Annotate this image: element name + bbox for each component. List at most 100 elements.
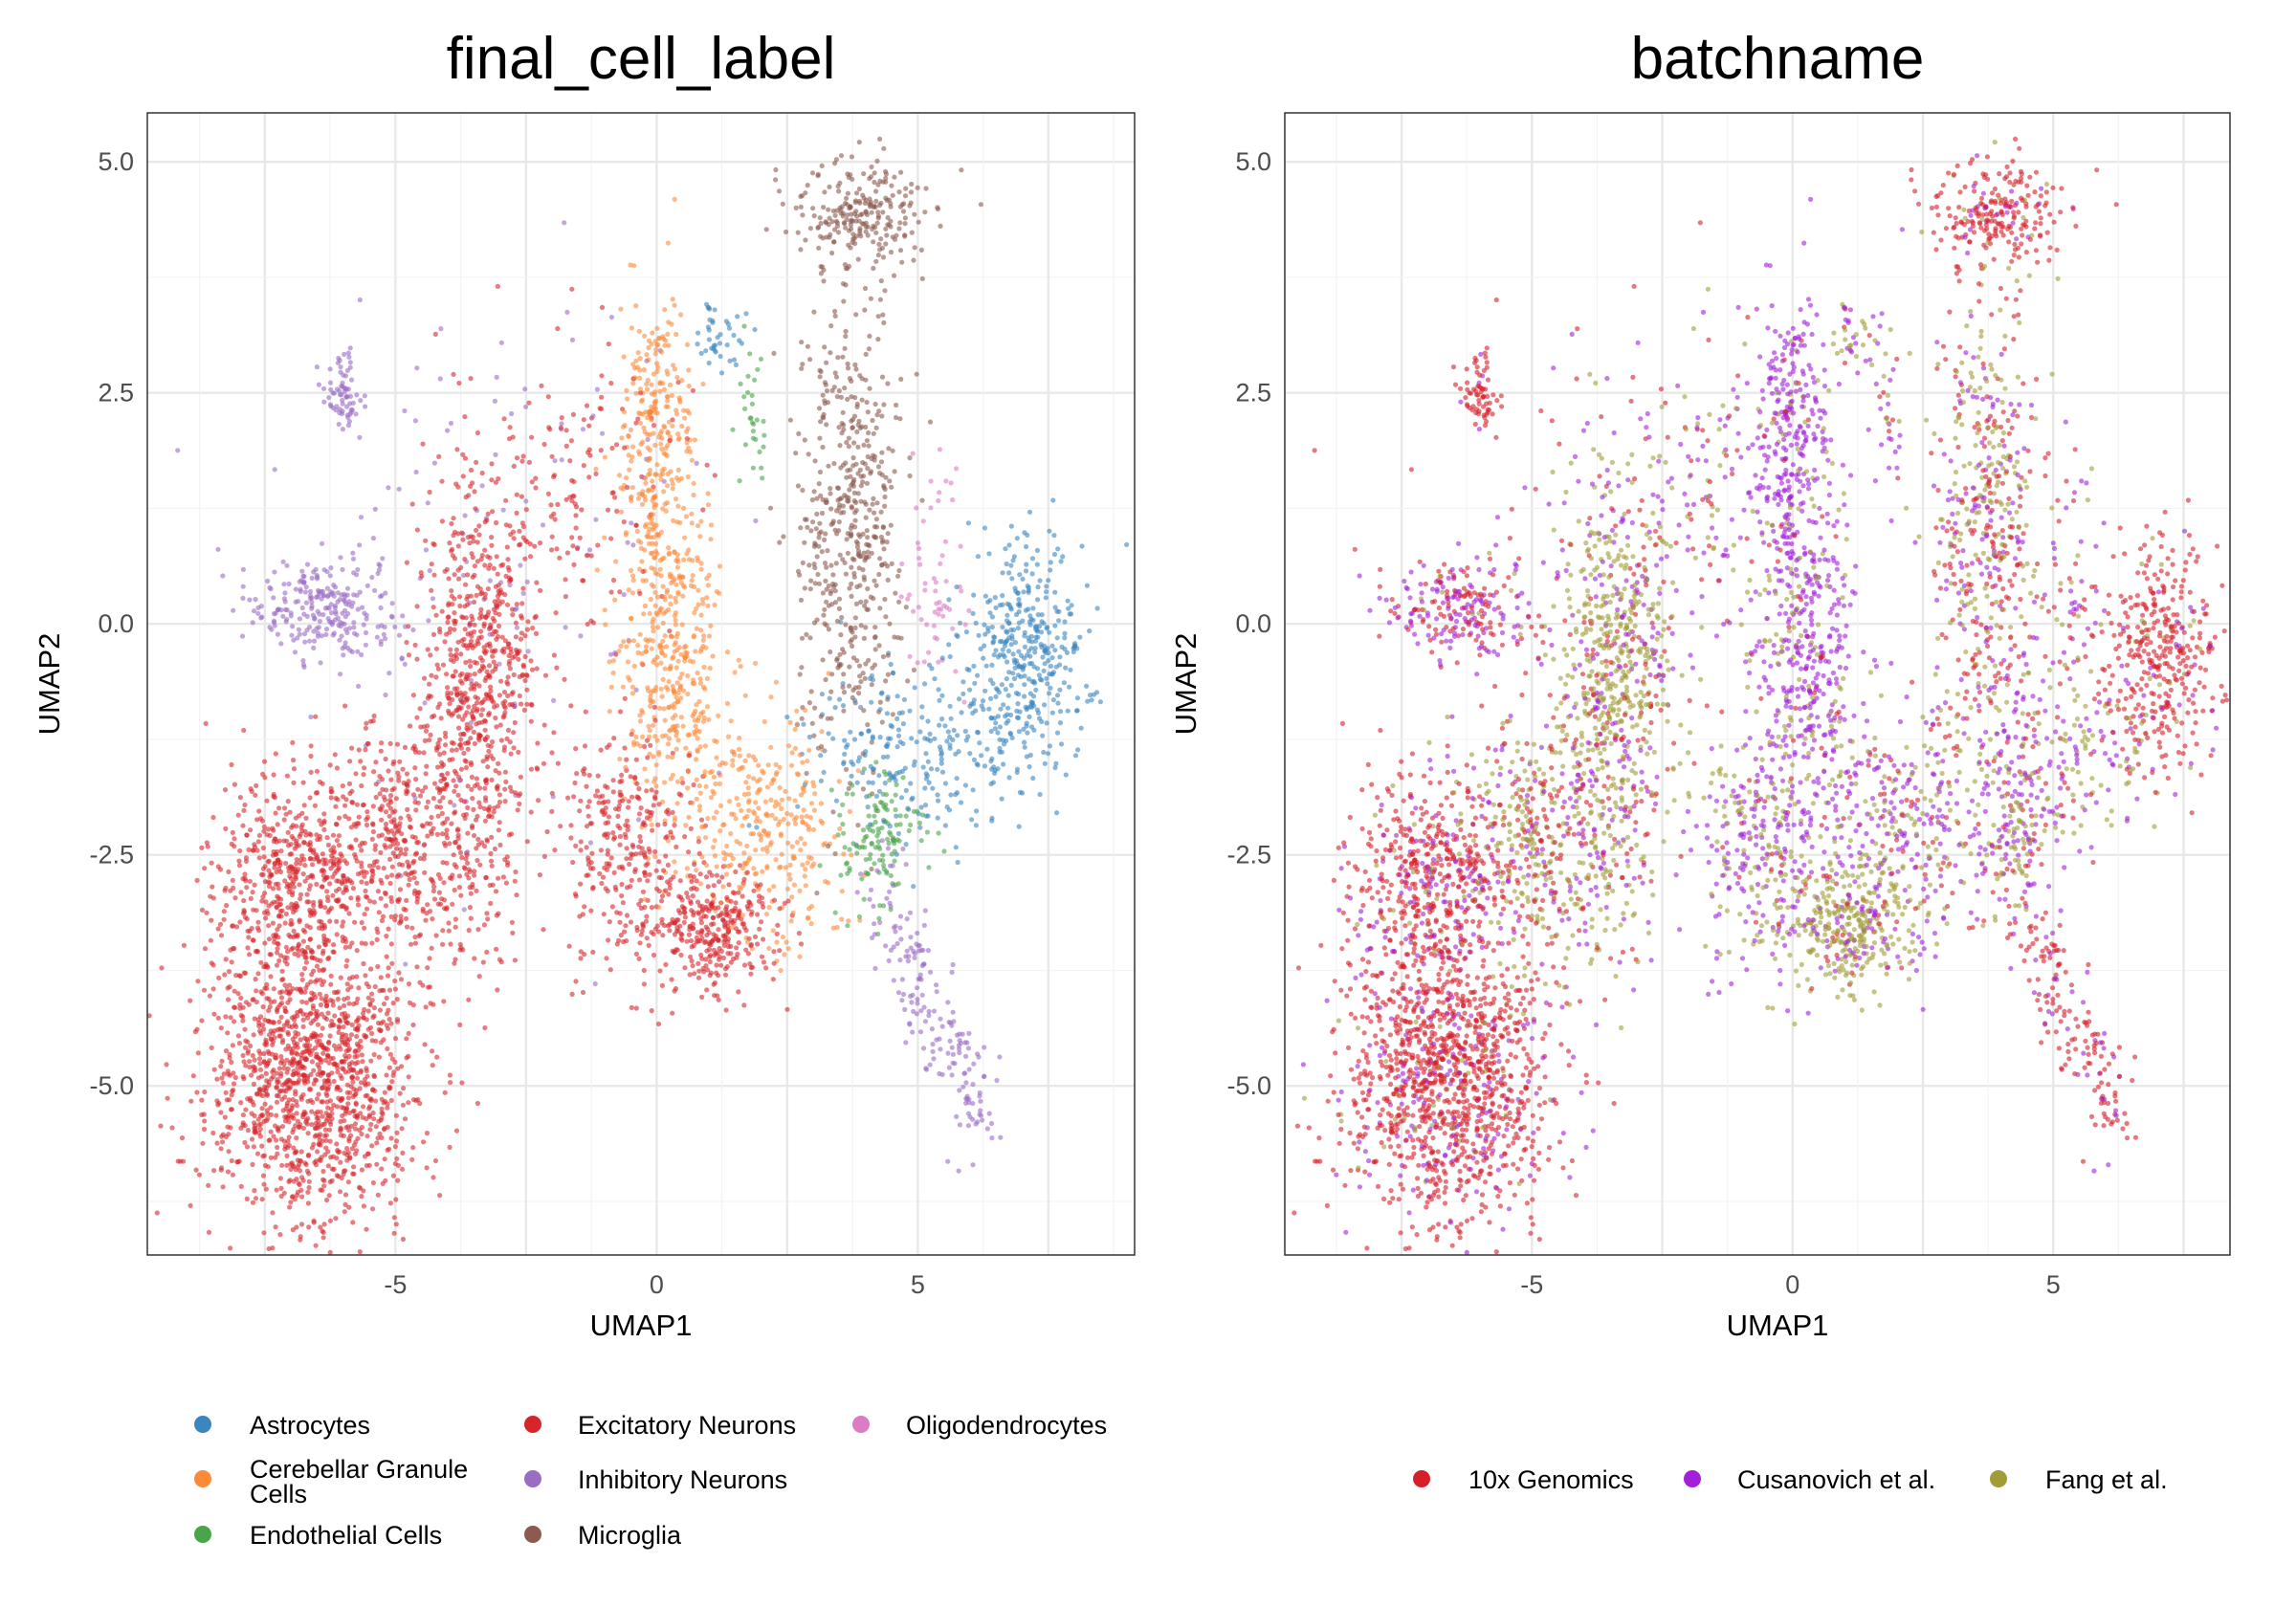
point [285,949,291,955]
point [841,830,847,836]
point [879,413,885,419]
point [853,844,860,849]
point [796,430,802,436]
point [760,768,765,774]
point [720,884,726,890]
point [296,627,301,632]
point [814,511,820,517]
point [883,175,889,182]
point [415,840,421,846]
point [302,639,308,645]
point [662,821,668,827]
point [271,595,276,601]
point [551,652,558,658]
point [882,596,888,603]
point [349,745,355,751]
point [479,614,485,620]
point [258,959,264,965]
point [297,918,302,925]
point [812,581,818,586]
point [918,838,924,844]
point [939,693,945,698]
point [359,782,364,789]
point [479,483,485,489]
point [270,1039,276,1045]
point [593,793,599,799]
point [529,434,535,440]
point [236,858,242,864]
point [419,788,425,794]
point [230,1172,235,1178]
point [882,781,888,786]
point [1087,628,1093,634]
point [958,800,964,805]
point [344,1146,350,1152]
point [424,1165,430,1171]
point [888,831,894,838]
point [755,366,761,372]
point [381,1001,387,1007]
point [437,1193,443,1199]
point [326,395,332,401]
point [289,632,295,638]
point [648,520,653,526]
point [1057,720,1064,726]
point [415,800,421,805]
point [287,1204,293,1210]
point [718,803,724,809]
point [912,211,917,217]
point [1074,708,1080,714]
point [956,1168,961,1174]
point [622,929,628,935]
point [818,368,824,375]
point [1012,640,1018,646]
point [644,936,650,941]
point [880,312,886,318]
point [321,1133,327,1138]
point [290,739,296,746]
point [662,597,668,603]
point [938,757,944,762]
point [340,923,345,929]
point [873,425,879,430]
point [1057,687,1063,693]
point [922,587,928,593]
point [691,634,696,640]
point [448,800,453,805]
point [356,814,362,820]
point [694,878,699,884]
point [778,831,784,837]
point [808,921,814,927]
point [947,703,953,709]
point [490,669,496,674]
point [637,940,643,946]
point [496,875,501,881]
point [1022,682,1027,688]
point [280,559,286,564]
point [755,912,761,917]
point [412,940,418,946]
point [320,951,326,957]
point [265,826,272,832]
point [1065,598,1071,604]
point [494,554,499,560]
point [610,577,617,583]
point [659,349,665,355]
point [265,859,271,865]
point [801,807,806,813]
point [357,434,363,440]
point [584,845,589,850]
point [894,813,899,819]
point [530,626,536,631]
point [558,425,563,430]
point [458,892,464,898]
point [300,1091,306,1098]
point [723,871,730,877]
point [644,352,650,358]
point [688,898,694,904]
point [600,874,607,880]
point [623,823,629,828]
point [336,843,342,848]
point [202,946,209,952]
point [915,1001,920,1006]
